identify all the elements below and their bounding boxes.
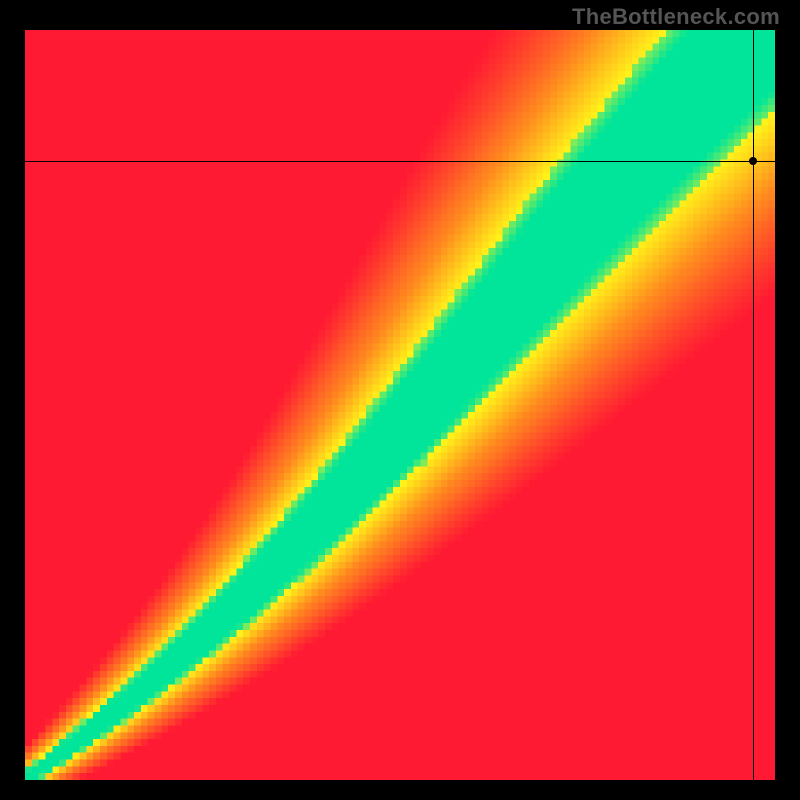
crosshair-vertical [753,30,754,780]
watermark-text: TheBottleneck.com [572,4,780,30]
plot-area [25,30,775,780]
crosshair-marker [749,157,757,165]
crosshair-horizontal [25,161,775,162]
heatmap-canvas [25,30,775,780]
chart-frame: TheBottleneck.com [0,0,800,800]
